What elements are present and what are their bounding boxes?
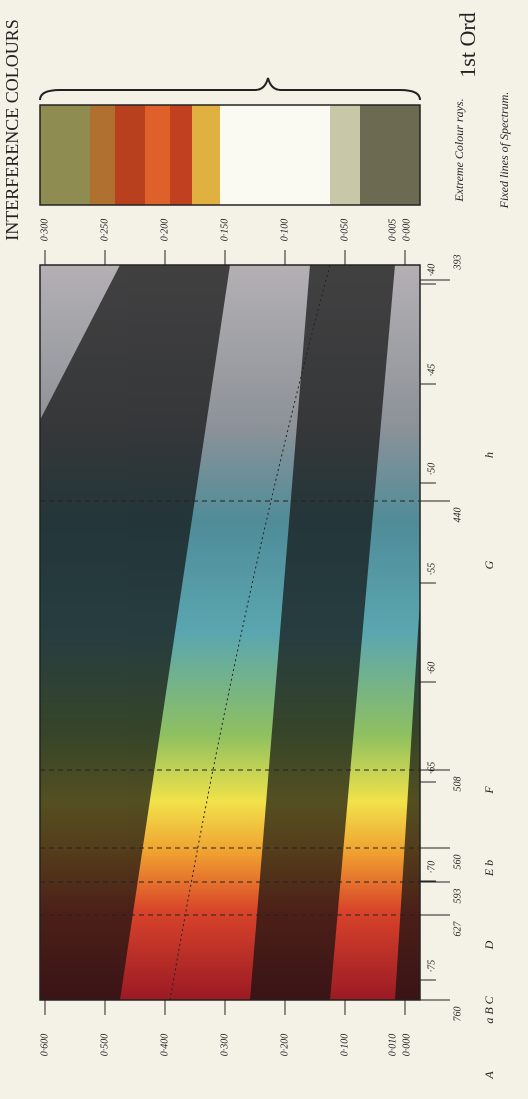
upper-axis-label: 0·100 [279,219,290,242]
lower-axis-label: 0·400 [159,1034,170,1057]
wavelength-tick: ·60 [426,662,437,675]
wavelength-value: 508 [452,777,463,792]
fixed-line-label: h [482,452,496,458]
upper-axis-label: 0·150 [219,219,230,242]
wavelength-value: 440 [452,508,463,523]
colour-strip [39,104,421,206]
curve [169,264,331,1001]
caption: Fixed lines of Spectrum. [497,92,511,210]
wavelength-value: 393 [452,255,463,271]
upper-axis-label: 0·005 [387,219,398,242]
lower-axis-label: 0·200 [279,1034,290,1057]
lower-axis-label: 0·000 [401,1034,412,1057]
upper-axis-label: 0·000 [401,219,412,242]
brace [39,77,421,101]
fixed-line-label: a B C [482,995,496,1023]
lower-axis-label: 0·500 [99,1034,110,1057]
upper-axis-label: 0·200 [159,219,170,242]
fixed-line-guides [40,500,420,916]
fixed-line-label: E b [482,860,496,877]
fixed-line-label: D [482,940,496,950]
wavelength-tick: ·45 [426,364,437,377]
wavelength-tick: ·70 [426,861,437,874]
wavelength-tick: ·50 [426,463,437,476]
upper-axis-label: 0·050 [339,219,350,242]
lower-axis-label: 0·600 [39,1034,50,1057]
wavelength-value: 593 [452,889,463,904]
wavelength-tick: ·55 [426,563,437,576]
upper-axis-label: 0·250 [99,219,110,242]
wavelength-value: 560 [452,855,463,870]
lower-axis-label: 0·300 [219,1034,230,1057]
fixed-line-label: G [482,560,496,569]
dark-bands [40,265,420,1000]
caption: Extreme Colour rays. [452,98,466,202]
wavelength-tick: ·75 [426,960,437,973]
wavelength-value: 627 [452,921,463,937]
lower-axis-label: 0·100 [339,1034,350,1057]
wavelength-tick: ·40 [426,264,437,277]
upper-axis-label: 0·300 [39,219,50,242]
fixed-line-label: F [482,786,496,795]
order-label: 1st Ord [455,12,480,77]
lower-axis-label: 0·010 [387,1034,398,1057]
wavelength-tick: ·65 [426,762,437,775]
fixed-line-label: A [482,1071,496,1080]
wavelength-value: 760 [452,1007,463,1022]
title: INTERFERENCE COLOURS [2,19,22,241]
